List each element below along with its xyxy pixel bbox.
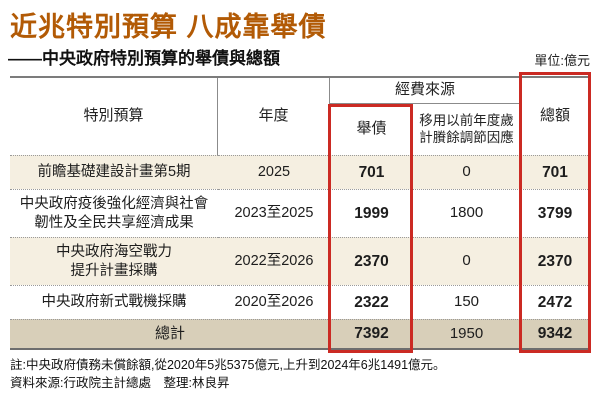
budget-name-cell: 中央政府海空戰力 提升計畫採購 (10, 237, 218, 285)
grand-total-transfer-cell: 1950 (413, 319, 520, 348)
source-line: 資料來源:行政院主計總處 整理:林良昇 (10, 376, 230, 390)
debt-value-cell: 701 (330, 155, 413, 189)
year-cell: 2020至2026 (218, 285, 330, 319)
budget-name-cell: 中央政府新式戰機採購 (10, 285, 218, 319)
unit-label: 單位:億元 (534, 53, 590, 68)
budget-name-cell: 前瞻基礎建設計畫第5期 (10, 155, 218, 189)
column-header-year: 年度 (218, 78, 330, 155)
column-header-transfer: 移用以前年度歲 計賸餘調節因應 (419, 112, 514, 145)
grand-total-debt-cell: 7392 (330, 319, 413, 348)
grand-total-label-cell: 總計 (10, 319, 330, 348)
budget-table: 特別預算 年度 經費來源 舉債 移用以前年度歲 計賸餘調節因應 總額 前瞻基礎建… (10, 72, 591, 353)
footnotes: 註:中央政府債務未償餘額,從2020年5兆5375億元,上升到2024年6兆14… (10, 356, 446, 392)
column-header-funding-source: 經費來源 (330, 78, 520, 104)
year-cell: 2023至2025 (218, 189, 330, 237)
column-header-debt: 舉債 (356, 120, 387, 138)
transfer-value-cell: 150 (413, 285, 520, 319)
page-title: 近兆特別預算 八成靠舉債 (10, 12, 327, 42)
note-line: 註:中央政府債務未償餘額,從2020年5兆5375億元,上升到2024年6兆14… (10, 358, 446, 372)
debt-value-cell: 2322 (330, 285, 413, 319)
column-header-total: 總額 (539, 107, 570, 125)
transfer-value-cell: 0 (413, 155, 520, 189)
budget-name-cell: 中央政府疫後強化經濟與社會 韌性及全民共享經濟成果 (10, 189, 218, 237)
column-header-budget: 特別預算 (10, 78, 218, 155)
year-cell: 2022至2026 (218, 237, 330, 285)
year-cell: 2025 (218, 155, 330, 189)
total-value-cell: 3799 (520, 189, 590, 237)
grand-total-total-cell: 9342 (520, 319, 590, 348)
total-value-cell: 2370 (520, 237, 590, 285)
page-subtitle: ——中央政府特別預算的舉債與總額 (8, 49, 280, 68)
debt-value-cell: 1999 (330, 189, 413, 237)
debt-value-cell: 2370 (330, 237, 413, 285)
total-value-cell: 2472 (520, 285, 590, 319)
transfer-value-cell: 0 (413, 237, 520, 285)
transfer-value-cell: 1800 (413, 189, 520, 237)
total-value-cell: 701 (520, 155, 590, 189)
